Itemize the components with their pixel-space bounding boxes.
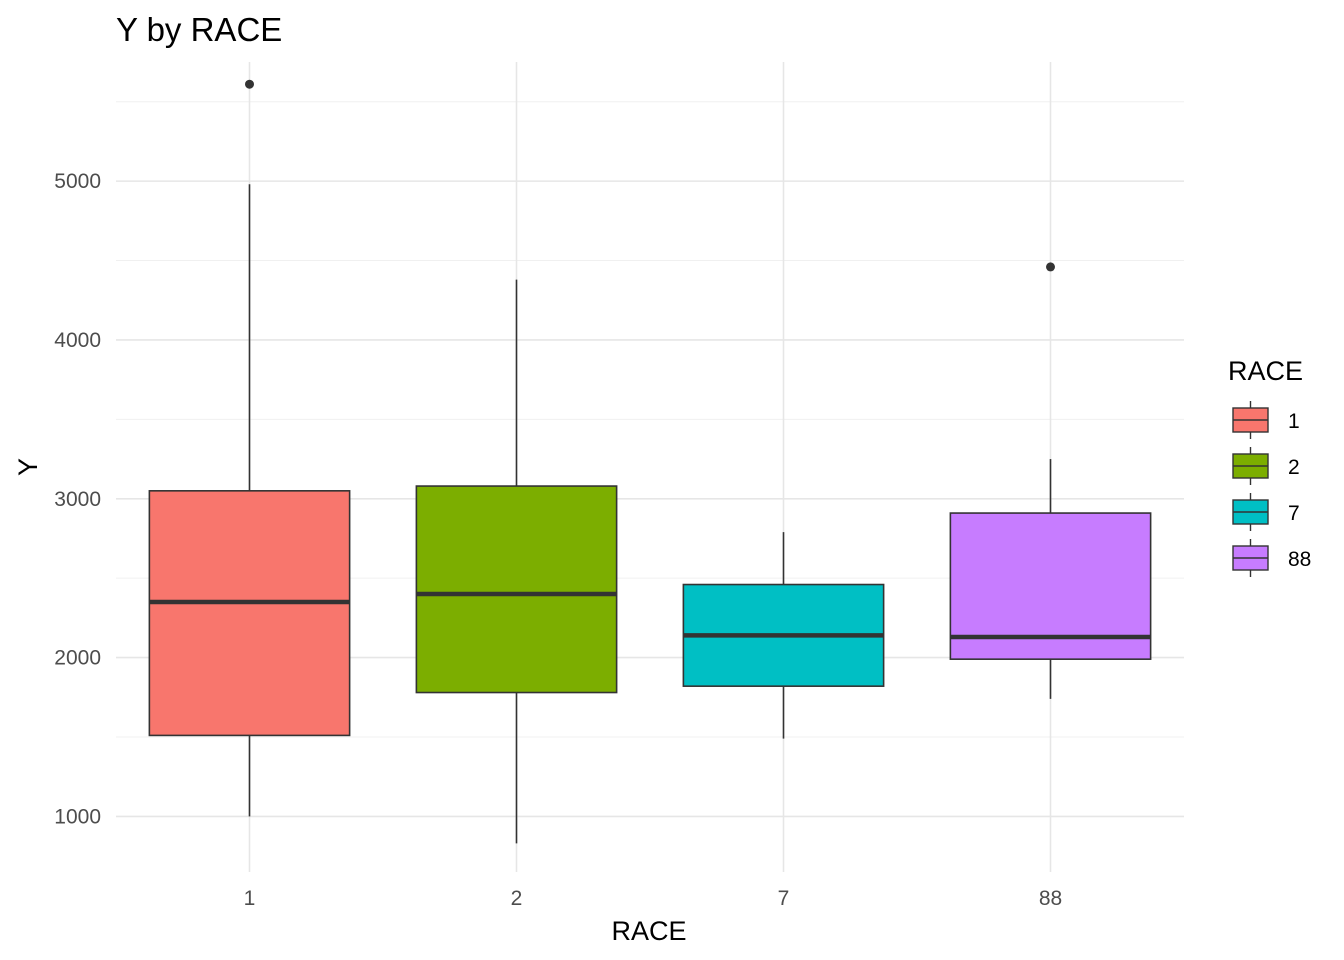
legend-item-2: 2 — [1232, 447, 1300, 485]
x-axis-ticks: 1 2 7 88 — [244, 887, 1063, 910]
x-tick-label: 1 — [244, 887, 256, 910]
outlier-point — [1046, 262, 1055, 272]
box-body — [148, 490, 351, 737]
x-tick-label: 2 — [511, 887, 523, 910]
x-axis-title: RACE — [611, 916, 686, 946]
y-tick-label: 2000 — [54, 647, 101, 670]
outlier-point — [245, 79, 254, 89]
legend-label: 88 — [1288, 548, 1311, 571]
box-2 — [415, 279, 618, 844]
legend-item-1: 1 — [1232, 401, 1300, 439]
y-axis-title: Y — [13, 458, 43, 476]
box-1 — [148, 79, 351, 817]
y-tick-label: 1000 — [54, 805, 101, 828]
legend-title: RACE — [1228, 356, 1303, 386]
chart-title: Y by RACE — [116, 11, 282, 48]
legend-item-7: 7 — [1232, 493, 1300, 531]
y-axis-ticks: 1000 2000 3000 4000 5000 — [54, 170, 101, 828]
box-88 — [949, 262, 1152, 699]
box-7 — [682, 532, 885, 739]
box-series — [148, 79, 1152, 844]
legend-label: 2 — [1288, 456, 1300, 479]
legend: RACE 1 2 7 88 — [1228, 356, 1311, 577]
x-tick-label: 88 — [1039, 887, 1062, 910]
box-body — [415, 485, 618, 694]
x-tick-label: 7 — [778, 887, 790, 910]
y-tick-label: 5000 — [54, 170, 101, 193]
legend-label: 7 — [1288, 502, 1300, 525]
y-tick-label: 3000 — [54, 488, 101, 511]
legend-label: 1 — [1288, 410, 1300, 433]
y-tick-label: 4000 — [54, 329, 101, 352]
grid-lines — [116, 62, 1184, 872]
legend-item-88: 88 — [1232, 539, 1311, 577]
